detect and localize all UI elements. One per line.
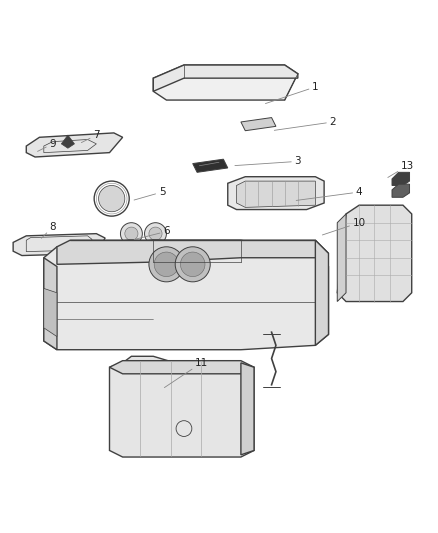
- Polygon shape: [237, 181, 315, 207]
- Circle shape: [145, 223, 166, 245]
- Text: 1: 1: [265, 82, 319, 103]
- Polygon shape: [337, 205, 412, 302]
- Text: 10: 10: [322, 217, 366, 235]
- Polygon shape: [61, 135, 74, 148]
- Polygon shape: [228, 177, 324, 209]
- Text: 2: 2: [274, 117, 336, 131]
- Polygon shape: [57, 240, 328, 264]
- Polygon shape: [241, 363, 254, 455]
- Polygon shape: [392, 184, 410, 197]
- Circle shape: [149, 227, 162, 240]
- Text: 7: 7: [81, 130, 100, 143]
- Text: 8: 8: [41, 222, 56, 238]
- Polygon shape: [44, 240, 328, 350]
- Circle shape: [154, 252, 179, 277]
- Text: 5: 5: [134, 187, 166, 200]
- Circle shape: [180, 252, 205, 277]
- Polygon shape: [337, 214, 346, 302]
- Circle shape: [120, 223, 142, 245]
- Polygon shape: [110, 361, 254, 374]
- Polygon shape: [44, 258, 57, 350]
- Polygon shape: [26, 133, 123, 157]
- Circle shape: [175, 247, 210, 282]
- Text: 4: 4: [296, 187, 363, 200]
- Text: 9: 9: [38, 139, 56, 151]
- Polygon shape: [241, 118, 276, 131]
- Text: 6: 6: [134, 227, 170, 239]
- Polygon shape: [110, 356, 254, 457]
- Text: 11: 11: [164, 358, 208, 387]
- Polygon shape: [44, 288, 57, 336]
- Circle shape: [125, 227, 138, 240]
- Circle shape: [149, 247, 184, 282]
- Circle shape: [99, 185, 125, 212]
- Polygon shape: [392, 172, 410, 185]
- Polygon shape: [193, 159, 228, 172]
- Ellipse shape: [145, 240, 166, 245]
- Polygon shape: [153, 65, 298, 91]
- Polygon shape: [315, 240, 328, 345]
- Polygon shape: [153, 65, 298, 100]
- Polygon shape: [13, 233, 105, 255]
- Text: 3: 3: [235, 156, 301, 166]
- Ellipse shape: [120, 240, 142, 245]
- Text: 13: 13: [388, 161, 414, 177]
